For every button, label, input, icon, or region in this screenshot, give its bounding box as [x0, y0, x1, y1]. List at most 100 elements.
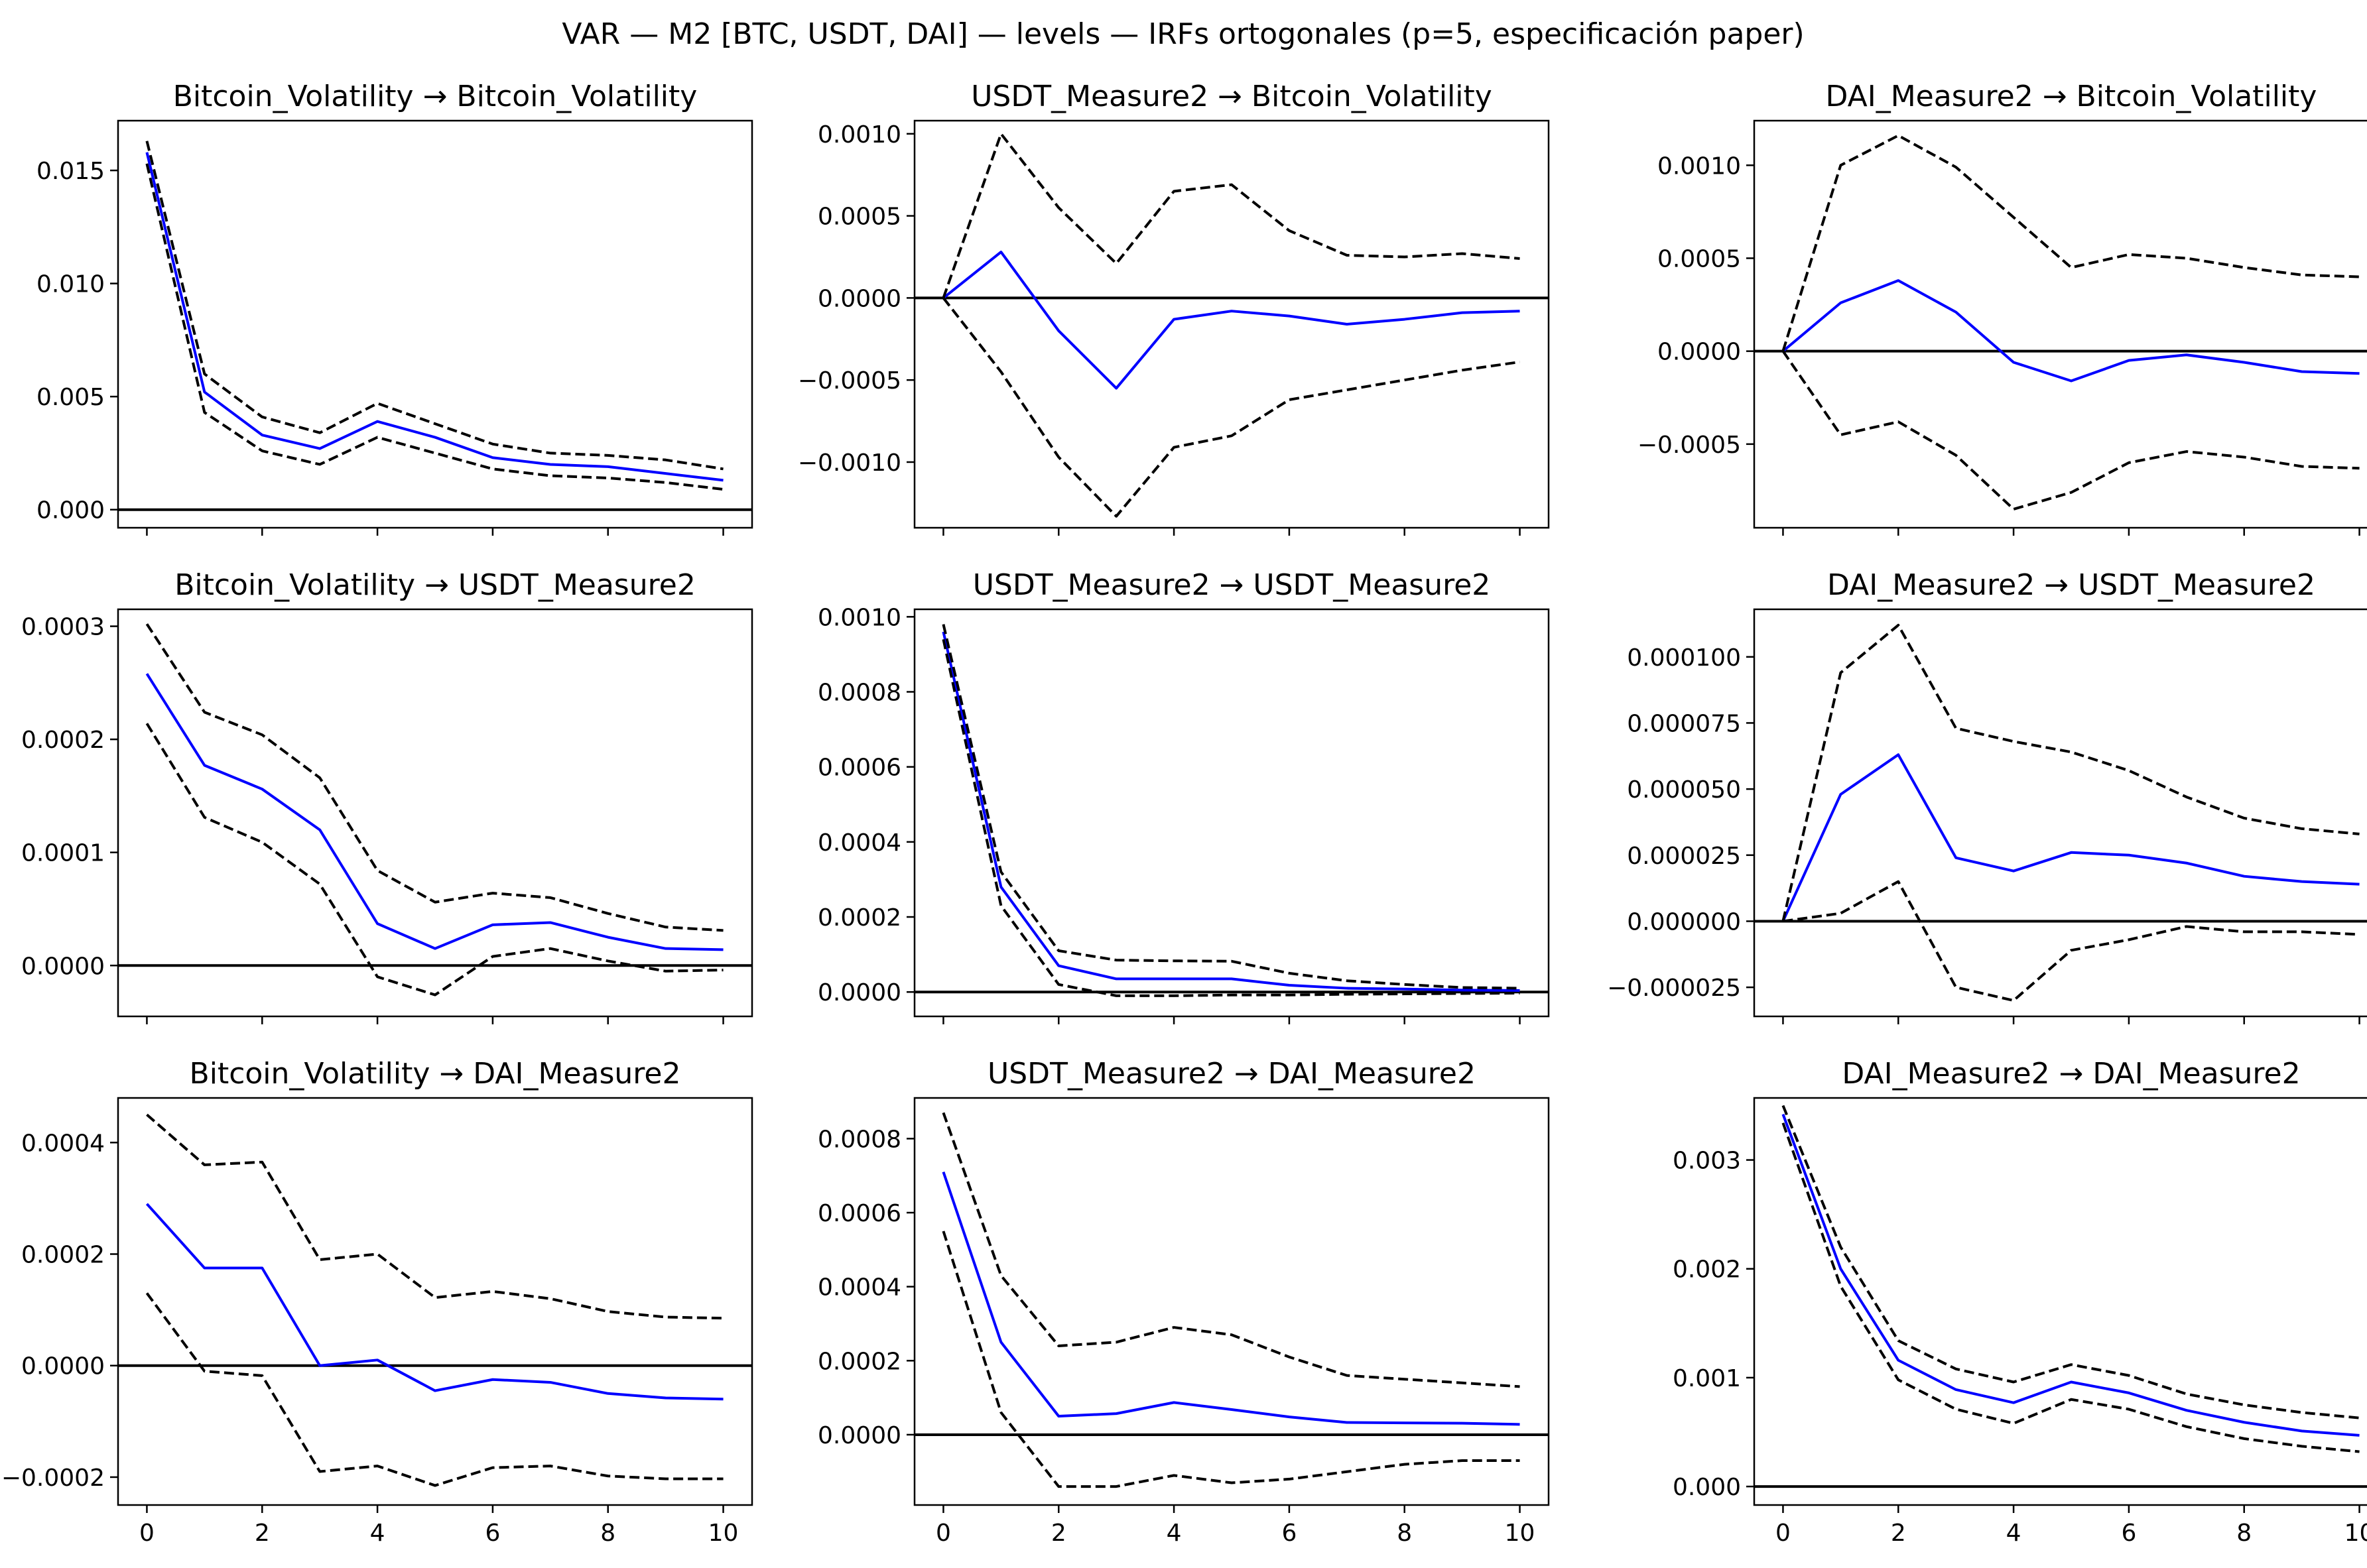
panel-frame	[913, 119, 1550, 529]
panel-title: DAI_Measure2 → USDT_Measure2	[1827, 568, 2315, 602]
lower-band-line	[942, 1231, 1520, 1488]
upper-band-line	[942, 624, 1520, 990]
y-tick-label: 0.0004	[818, 1274, 901, 1301]
lower-band-line	[145, 723, 724, 996]
irf-panel: DAI_Measure2 → DAI_Measure2 0.000 0.001 0.0…	[1673, 1057, 2367, 1547]
plot-area	[1754, 134, 2367, 511]
y-tick-label: 0.0001	[21, 840, 105, 867]
lower-band-line	[942, 297, 1520, 518]
y-tick-label: 0.000050	[1627, 776, 1741, 804]
irf-line	[1781, 1113, 2360, 1437]
y-tick-label: 0.000	[1673, 1474, 1741, 1501]
y-tick-label: 0.0000	[1657, 339, 1741, 366]
irf-panel: USDT_Measure2 → USDT_Measure2 0.0000 0.000…	[818, 568, 1550, 1024]
lower-band-line	[1783, 880, 2360, 1002]
y-tick-label: 0.015	[36, 158, 105, 185]
lower-band-line	[1781, 1122, 2360, 1453]
y-tick-label: 0.0010	[818, 604, 901, 631]
plot-area	[915, 624, 1549, 997]
irf-line	[1782, 279, 2360, 383]
y-tick-label: 0.000025	[1627, 843, 1741, 870]
x-tick-label: 10	[2344, 1520, 2367, 1547]
plot-area	[118, 1113, 752, 1487]
x-tick-label: 6	[1281, 1520, 1297, 1547]
irf-panel: DAI_Measure2 → USDT_Measure2 −0.000025 0.0…	[1607, 568, 2367, 1024]
panel-frame	[1753, 119, 2367, 529]
plot-area	[118, 623, 752, 996]
panels-grid: Bitcoin_Volatility → Bitcoin_Volatility 0…	[1, 80, 2367, 1547]
panel-title: USDT_Measure2 → Bitcoin_Volatility	[971, 80, 1492, 113]
lower-band-line	[145, 1292, 724, 1487]
y-tick-label: −0.0005	[798, 367, 901, 394]
panel-title: USDT_Measure2 → USDT_Measure2	[973, 568, 1491, 602]
y-tick-label: −0.0005	[1637, 432, 1741, 459]
x-tick-label: 8	[2236, 1520, 2252, 1547]
y-tick-label: 0.0005	[1657, 245, 1741, 272]
y-tick-label: 0.010	[36, 271, 105, 298]
irf-panel: USDT_Measure2 → Bitcoin_Volatility −0.001…	[798, 80, 1550, 536]
panel-title: USDT_Measure2 → DAI_Measure2	[988, 1057, 1476, 1091]
x-tick-label: 8	[1397, 1520, 1412, 1547]
panel-frame	[1753, 1097, 2367, 1506]
panel-frame	[117, 119, 753, 529]
y-tick-label: 0.0000	[818, 285, 901, 312]
upper-band-line	[145, 623, 724, 932]
panel-frame	[913, 608, 1550, 1018]
x-tick-label: 2	[1891, 1520, 1906, 1547]
y-tick-label: −0.000025	[1607, 975, 1741, 1002]
y-tick-label: 0.0010	[1657, 152, 1741, 180]
y-tick-label: 0.0003	[21, 614, 105, 641]
x-tick-label: 2	[255, 1520, 270, 1547]
upper-band-line	[1781, 134, 2360, 352]
y-tick-label: 0.003	[1673, 1148, 1741, 1175]
x-tick-label: 0	[1775, 1520, 1791, 1547]
x-tick-label: 6	[2121, 1520, 2136, 1547]
y-tick-label: 0.000	[36, 497, 105, 524]
y-tick-label: 0.0010	[818, 121, 901, 149]
y-tick-label: 0.0000	[818, 979, 901, 1006]
plot-area	[118, 141, 752, 511]
irf-panel: DAI_Measure2 → Bitcoin_Volatility −0.0005…	[1637, 80, 2367, 536]
y-tick-label: 0.0000	[21, 953, 105, 980]
upper-band-line	[942, 1112, 1520, 1388]
irf-line	[942, 251, 1520, 390]
x-tick-label: 4	[2006, 1520, 2021, 1547]
lower-band-line	[1781, 350, 2360, 511]
panel-title: Bitcoin_Volatility → Bitcoin_Volatility	[173, 80, 698, 113]
panel-title: Bitcoin_Volatility → DAI_Measure2	[190, 1057, 681, 1091]
y-tick-label: 0.002	[1673, 1256, 1741, 1284]
x-tick-label: 0	[936, 1520, 951, 1547]
y-tick-label: 0.0000	[818, 1422, 901, 1449]
y-tick-label: 0.0000	[21, 1353, 105, 1380]
y-tick-label: 0.0002	[818, 1348, 901, 1375]
y-tick-label: 0.0008	[818, 679, 901, 706]
y-tick-label: −0.0002	[1, 1465, 105, 1492]
y-tick-label: 0.0008	[818, 1126, 901, 1153]
plot-area	[915, 132, 1549, 518]
x-tick-label: 10	[1505, 1520, 1535, 1547]
y-tick-label: 0.005	[36, 384, 105, 411]
x-tick-label: 0	[139, 1520, 155, 1547]
y-tick-label: 0.0005	[818, 204, 901, 231]
irf-line	[145, 1203, 724, 1401]
y-tick-label: 0.0004	[818, 829, 901, 857]
irf-line	[942, 631, 1520, 992]
x-tick-label: 8	[600, 1520, 615, 1547]
irf-panel: Bitcoin_Volatility → Bitcoin_Volatility 0…	[36, 80, 753, 536]
y-tick-label: −0.0010	[798, 450, 901, 477]
plot-area	[1754, 623, 2367, 1002]
irf-panel: Bitcoin_Volatility → DAI_Measure2 −0.0002…	[1, 1057, 753, 1547]
lower-band-line	[942, 638, 1520, 997]
x-tick-label: 6	[485, 1520, 500, 1547]
upper-band-line	[942, 132, 1520, 299]
panel-title: DAI_Measure2 → Bitcoin_Volatility	[1826, 80, 2317, 113]
panel-frame	[913, 1097, 1550, 1506]
y-tick-label: 0.000000	[1627, 908, 1741, 935]
plot-area	[1754, 1105, 2367, 1488]
irf-panel: USDT_Measure2 → DAI_Measure2 0.0000 0.0002…	[818, 1057, 1550, 1547]
irf-line	[1781, 753, 2360, 922]
lower-band-line	[145, 163, 724, 491]
y-tick-label: 0.000075	[1627, 710, 1741, 737]
